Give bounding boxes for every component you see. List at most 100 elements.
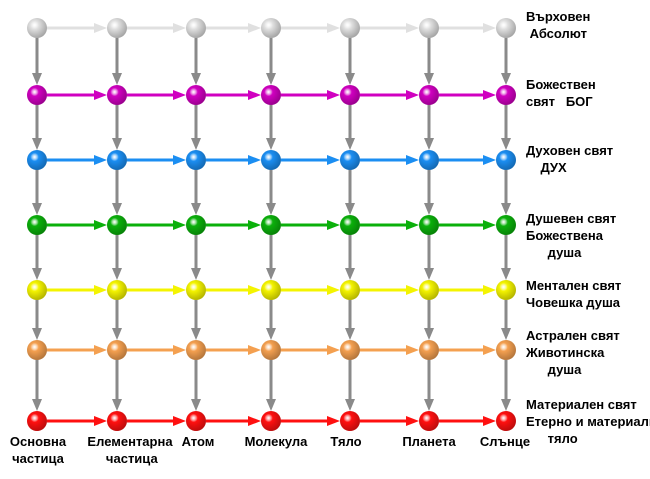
column-label-atom: Атом [181, 434, 215, 449]
horizontal-arrow-head [406, 345, 419, 355]
vertical-arrow-head [32, 399, 42, 411]
grid-node [340, 411, 360, 431]
vertical-arrows [32, 38, 511, 411]
level-label-divine: Божествен свят БОГ [526, 77, 596, 109]
horizontal-arrow-head [406, 155, 419, 165]
horizontal-arrow-head [483, 416, 496, 426]
grid-node [419, 411, 439, 431]
horizontal-arrow-head [94, 416, 107, 426]
grid-node [27, 85, 47, 105]
horizontal-arrow-head [248, 416, 261, 426]
horizontal-arrow-head [406, 285, 419, 295]
grid-node [496, 340, 516, 360]
vertical-arrow-head [266, 328, 276, 340]
vertical-arrow-head [501, 138, 511, 150]
horizontal-arrow-head [483, 155, 496, 165]
level-label-spiritual: Духовен свят ДУХ [526, 143, 614, 175]
vertical-arrow-head [345, 203, 355, 215]
horizontal-arrow-head [248, 155, 261, 165]
horizontal-arrow-head [173, 23, 186, 33]
horizontal-arrow-head [173, 416, 186, 426]
vertical-arrow-head [266, 268, 276, 280]
nodes [27, 18, 516, 431]
grid-node [186, 150, 206, 170]
vertical-arrow-head [501, 73, 511, 85]
vertical-arrow-head [191, 73, 201, 85]
horizontal-arrow-head [406, 90, 419, 100]
grid-node [186, 85, 206, 105]
vertical-arrow-head [112, 138, 122, 150]
vertical-arrow-head [112, 73, 122, 85]
grid-node [340, 215, 360, 235]
level-label-material: Материален свят Етерно и материално тяло [526, 397, 650, 446]
horizontal-arrow-head [248, 90, 261, 100]
vertical-arrow-head [345, 399, 355, 411]
horizontal-arrow-head [173, 155, 186, 165]
horizontal-arrow-head [248, 285, 261, 295]
grid-node [496, 150, 516, 170]
grid-node [186, 280, 206, 300]
vertical-arrow-head [191, 328, 201, 340]
horizontal-arrow-head [406, 416, 419, 426]
column-label-elementary-particle: Елементарна частица [87, 434, 173, 466]
vertical-arrow-head [266, 73, 276, 85]
grid-node [107, 340, 127, 360]
grid-node [340, 85, 360, 105]
vertical-arrow-head [345, 268, 355, 280]
grid-node [496, 85, 516, 105]
grid-node [340, 280, 360, 300]
vertical-arrow-head [32, 268, 42, 280]
horizontal-arrow-head [483, 90, 496, 100]
grid-node [261, 85, 281, 105]
vertical-arrow-head [424, 328, 434, 340]
horizontal-arrow-head [406, 23, 419, 33]
horizontal-arrow-head [173, 345, 186, 355]
vertical-arrow-head [501, 268, 511, 280]
vertical-arrow-head [32, 203, 42, 215]
horizontal-arrow-head [327, 345, 340, 355]
grid-node [186, 18, 206, 38]
horizontal-arrow-head [327, 416, 340, 426]
grid-node [340, 340, 360, 360]
grid-node [261, 280, 281, 300]
horizontal-arrow-head [94, 345, 107, 355]
column-label-basic-particle: Основна частица [9, 434, 67, 466]
vertical-arrow-head [32, 328, 42, 340]
grid-node [107, 18, 127, 38]
vertical-arrow-head [424, 399, 434, 411]
vertical-arrow-head [191, 399, 201, 411]
grid-node [261, 18, 281, 38]
vertical-arrow-head [112, 399, 122, 411]
vertical-arrow-head [266, 399, 276, 411]
grid-node [496, 18, 516, 38]
vertical-arrow-head [501, 399, 511, 411]
horizontal-arrow-head [406, 220, 419, 230]
grid-node [261, 340, 281, 360]
grid-node [496, 411, 516, 431]
grid-node [261, 150, 281, 170]
horizontal-arrow-head [327, 90, 340, 100]
grid-node [496, 280, 516, 300]
grid-node [340, 150, 360, 170]
horizontal-arrow-head [327, 23, 340, 33]
horizontal-arrow-head [483, 23, 496, 33]
grid-node [107, 150, 127, 170]
grid-node [107, 411, 127, 431]
horizontal-arrow-head [248, 220, 261, 230]
horizontal-arrow-head [94, 285, 107, 295]
grid-node [186, 411, 206, 431]
horizontal-arrow-head [94, 90, 107, 100]
vertical-arrow-head [112, 203, 122, 215]
vertical-arrow-head [191, 138, 201, 150]
grid-node [27, 280, 47, 300]
vertical-arrow-head [424, 138, 434, 150]
grid-node [419, 18, 439, 38]
grid-node [27, 215, 47, 235]
level-label-absolute: Върховен Абсолют [526, 9, 591, 41]
grid-node [419, 85, 439, 105]
grid-node [27, 18, 47, 38]
grid-node [27, 150, 47, 170]
grid-node [261, 411, 281, 431]
